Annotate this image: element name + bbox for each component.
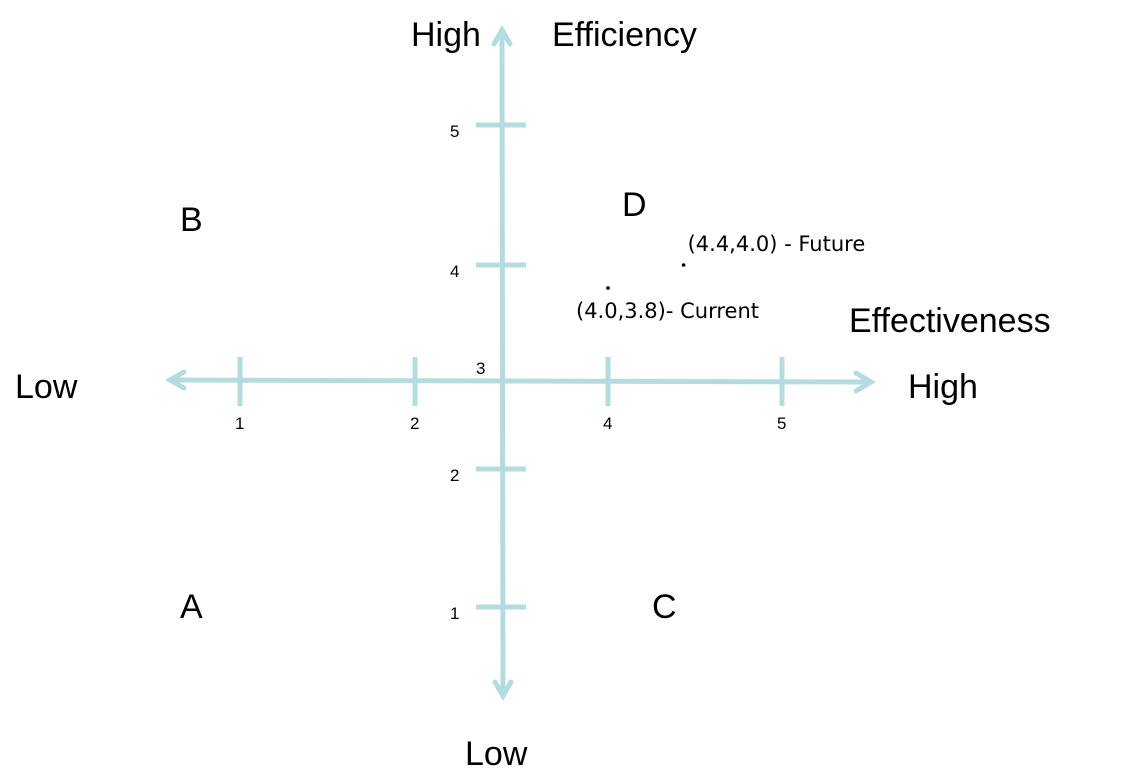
x-axis-high-label: High xyxy=(908,368,978,406)
data-point-label: (4.0,3.8)- Current xyxy=(576,299,759,323)
quadrant-c-label: C xyxy=(652,588,677,626)
y-axis-title: Efficiency xyxy=(552,16,697,54)
x-tick-label: 5 xyxy=(777,414,786,433)
y-tick-label: 1 xyxy=(450,604,459,623)
data-point xyxy=(606,286,610,290)
x-axis-low-label: Low xyxy=(15,368,78,406)
y-axis-arrow-bottom xyxy=(492,679,514,702)
origin-tick-label: 3 xyxy=(476,359,485,378)
x-axis-arrow-left xyxy=(164,369,187,391)
x-tick-label: 2 xyxy=(410,414,419,433)
x-axis-arrow-right xyxy=(853,370,876,394)
y-axis-high-label: High xyxy=(411,16,481,54)
x-axis xyxy=(169,377,873,385)
x-tick-label: 1 xyxy=(235,414,244,433)
y-axis xyxy=(499,27,506,698)
y-tick-label: 5 xyxy=(450,122,459,141)
quadrant-b-label: B xyxy=(180,201,203,239)
data-point-label: (4.4,4.0) - Future xyxy=(688,232,866,256)
y-axis-low-label: Low xyxy=(465,735,528,773)
x-tick-label: 4 xyxy=(603,414,612,433)
y-tick-label: 4 xyxy=(450,262,459,281)
y-tick-label: 2 xyxy=(450,466,459,485)
y-axis-arrow-top xyxy=(491,24,513,47)
quadrant-a-label: A xyxy=(180,588,203,626)
x-axis-title: Effectiveness xyxy=(849,302,1051,340)
data-point xyxy=(681,263,686,267)
quadrant-d-label: D xyxy=(622,186,647,224)
